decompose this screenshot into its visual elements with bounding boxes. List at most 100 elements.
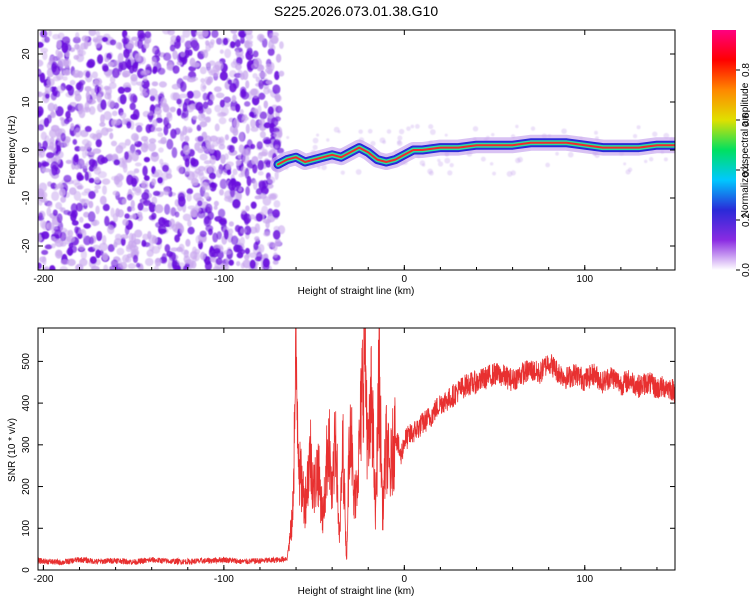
noise-point	[151, 178, 157, 186]
noise-point	[72, 36, 81, 44]
noise-point	[44, 84, 52, 94]
noise-point	[177, 196, 186, 207]
noise-point	[163, 105, 170, 113]
noise-point	[88, 236, 94, 245]
noise-point	[143, 40, 150, 49]
noise-point	[94, 185, 101, 190]
noise-point	[217, 208, 226, 218]
ridge-layer	[270, 134, 675, 173]
spectrogram-ytick-label: -20	[21, 238, 32, 253]
noise-point	[96, 95, 101, 102]
noise-point	[199, 66, 207, 75]
halo-point	[396, 140, 403, 147]
noise-point	[249, 252, 257, 259]
noise-point	[274, 70, 280, 81]
noise-point	[147, 110, 154, 116]
noise-point	[184, 135, 190, 143]
noise-point	[95, 138, 102, 148]
noise-point	[107, 224, 115, 235]
noise-point	[186, 188, 194, 195]
noise-point	[244, 167, 250, 179]
noise-point	[38, 262, 42, 270]
noise-point	[152, 119, 158, 128]
noise-point	[77, 103, 84, 112]
noise-point	[88, 151, 96, 156]
noise-point	[239, 131, 244, 142]
noise-point	[60, 132, 66, 142]
noise-point	[73, 190, 82, 201]
noise-point	[197, 210, 206, 219]
noise-point	[137, 211, 143, 218]
halo-point	[397, 135, 403, 141]
noise-point	[89, 256, 97, 265]
noise-point	[74, 226, 79, 234]
noise-point	[232, 118, 240, 129]
noise-point	[58, 188, 66, 197]
noise-point	[94, 39, 102, 49]
noise-point	[40, 131, 47, 141]
noise-point	[81, 149, 87, 159]
halo-point	[422, 163, 426, 167]
noise-point	[145, 124, 152, 134]
noise-point	[107, 99, 116, 108]
noise-point	[113, 159, 121, 166]
noise-point	[141, 69, 151, 75]
noise-point	[142, 199, 151, 207]
noise-point	[67, 246, 73, 257]
noise-point	[187, 219, 192, 227]
noise-point	[151, 196, 158, 205]
noise-point	[230, 30, 238, 34]
noise-point	[220, 263, 230, 270]
noise-point	[125, 43, 134, 50]
noise-point	[155, 117, 163, 124]
noise-point	[258, 79, 264, 90]
noise-point	[136, 81, 144, 86]
noise-point	[41, 161, 50, 167]
noise-point	[200, 182, 209, 188]
noise-point	[142, 76, 148, 82]
noise-point	[57, 52, 64, 59]
noise-point	[271, 37, 278, 45]
noise-point	[39, 72, 46, 83]
noise-point	[224, 48, 232, 59]
noise-point	[105, 72, 111, 78]
noise-point	[47, 202, 53, 208]
noise-point	[89, 106, 96, 115]
noise-point	[111, 110, 118, 117]
noise-point	[90, 88, 96, 95]
noise-point	[223, 250, 232, 255]
noise-point	[194, 142, 200, 151]
noise-point	[77, 49, 87, 57]
noise-point	[38, 41, 44, 48]
noise-point	[85, 70, 91, 79]
noise-point	[195, 197, 205, 203]
noise-point	[219, 99, 225, 108]
noise-point	[216, 231, 222, 240]
noise-point	[178, 93, 188, 99]
noise-point	[169, 106, 176, 113]
halo-point	[444, 133, 448, 137]
noise-point	[219, 71, 228, 81]
noise-point	[254, 223, 261, 234]
halo-point	[491, 132, 495, 137]
noise-point	[38, 124, 45, 131]
noise-point	[83, 235, 92, 246]
noise-point	[63, 174, 72, 183]
noise-point	[174, 127, 181, 135]
noise-point	[205, 224, 214, 232]
noise-point	[101, 36, 109, 43]
noise-point	[118, 142, 127, 150]
noise-point	[124, 213, 130, 219]
snr-ytick-label: 0	[21, 567, 32, 573]
noise-point	[213, 200, 219, 207]
noise-point	[231, 136, 238, 144]
noise-point	[182, 213, 192, 222]
noise-point	[258, 92, 266, 100]
noise-point	[236, 261, 241, 267]
noise-point	[42, 168, 51, 173]
noise-point	[142, 165, 148, 177]
noise-point	[267, 176, 276, 184]
noise-point	[83, 211, 90, 218]
noise-point	[274, 116, 281, 122]
